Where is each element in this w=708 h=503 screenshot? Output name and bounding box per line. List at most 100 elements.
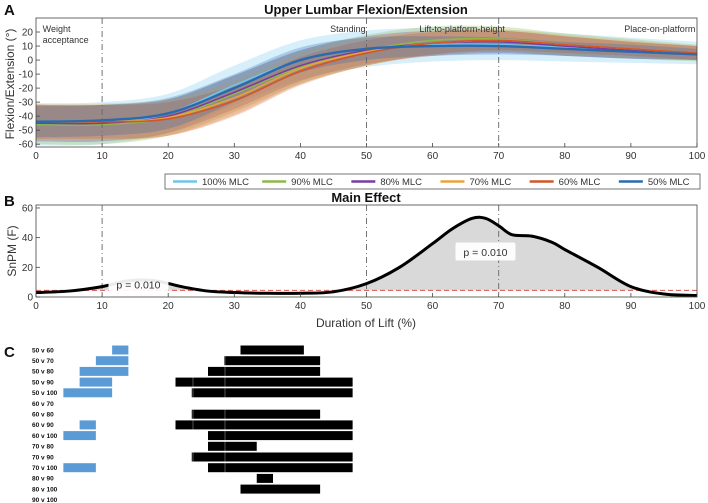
blue-bar <box>63 463 96 473</box>
p-value-label-2: p = 0.010 <box>463 247 507 259</box>
sd-band-4 <box>36 28 697 141</box>
comparison-label: 80 v 100 <box>32 486 58 493</box>
x-tick-label-b-6: 60 <box>427 301 439 312</box>
blue-bar <box>63 431 96 441</box>
y-tick-label-a-3: -30 <box>19 98 34 109</box>
y-tick-label-b-1: 20 <box>22 263 34 274</box>
comparison-label: 70 v 100 <box>32 465 58 472</box>
x-tick-label-b-2: 20 <box>163 301 175 312</box>
phase-label-3: Lift-to-platform-height <box>419 24 505 34</box>
comparison-label: 50 v 90 <box>32 379 54 386</box>
panel-b-plot: p = 0.010 p = 0.010 0 10 20 30 40 50 60 70 80 90 100… <box>22 203 706 312</box>
phase-label-4: Place-on-platform <box>624 24 695 34</box>
legend-entry-2: 90% MLC <box>291 177 333 188</box>
black-bar <box>208 441 257 451</box>
y-tick-label-a-7: 10 <box>22 42 34 53</box>
comparison-label: 50 v 70 <box>32 358 54 365</box>
y-tick-label-a-1: -50 <box>19 126 34 137</box>
black-bar <box>224 356 321 366</box>
blue-bar <box>112 345 129 355</box>
x-tick-label-b-8: 80 <box>559 301 571 312</box>
y-tick-label-a-2: -40 <box>19 112 34 123</box>
comparison-label: 70 v 80 <box>32 444 54 451</box>
x-tick-label-a-7: 70 <box>493 151 505 162</box>
x-tick-label-a-9: 90 <box>625 151 637 162</box>
blue-bar <box>63 388 113 398</box>
p-value-box-1 <box>108 275 169 294</box>
x-tick-label-b-1: 10 <box>97 301 109 312</box>
legend: 100% MLC 90% MLC 80% MLC 70% MLC 60% MLC 50% … <box>164 173 701 190</box>
p-value-label-1: p = 0.010 <box>116 280 160 292</box>
y-tick-label-a-4: -20 <box>19 84 34 95</box>
black-bar <box>191 388 353 398</box>
black-bar <box>240 345 304 355</box>
x-tick-label-a-1: 10 <box>97 151 109 162</box>
x-tick-label-a-10: 100 <box>689 151 706 162</box>
x-tick-label-b-4: 40 <box>295 301 307 312</box>
y-tick-label-b-0: 0 <box>27 293 33 304</box>
panel-a-letter: A <box>4 2 15 19</box>
x-tick-label-b-9: 90 <box>625 301 637 312</box>
black-bar <box>175 377 353 387</box>
black-bar <box>240 484 321 494</box>
blue-bar <box>95 356 129 366</box>
blue-bar <box>79 420 96 430</box>
y-tick-label-a-0: -60 <box>19 140 34 151</box>
y-tick-label-a-5: -10 <box>19 70 34 81</box>
y-tick-label-a-8: 20 <box>22 28 34 39</box>
x-tick-label-b-10: 100 <box>689 301 706 312</box>
comparison-label: 60 v 80 <box>32 412 54 419</box>
black-bar <box>208 431 353 441</box>
y-tick-label-b-3: 60 <box>22 203 34 214</box>
legend-box <box>164 173 701 190</box>
panel-a-title: Upper Lumbar Flexion/Extension <box>264 2 468 17</box>
legend-entry-6: 50% MLC <box>648 177 690 188</box>
black-bar <box>256 473 273 483</box>
comparison-label: 50 v 100 <box>32 390 58 397</box>
black-bar <box>191 452 353 462</box>
panel-b-letter: B <box>4 193 15 210</box>
comparison-label: 60 v 70 <box>32 401 54 408</box>
legend-entry-4: 70% MLC <box>470 177 512 188</box>
legend-entry-3: 80% MLC <box>380 177 422 188</box>
comparison-label: 50 v 80 <box>32 369 54 376</box>
significant-area <box>36 217 697 291</box>
panel-b-title: Main Effect <box>331 190 401 205</box>
x-tick-label-a-6: 60 <box>427 151 439 162</box>
panel-b-xlabel: Duration of Lift (%) <box>316 316 416 330</box>
comparison-label: 70 v 90 <box>32 454 54 461</box>
y-tick-label-b-2: 40 <box>22 233 34 244</box>
legend-entry-1: 100% MLC <box>202 177 249 188</box>
x-tick-label-a-4: 40 <box>295 151 307 162</box>
y-tick-label-a-6: 0 <box>27 56 33 67</box>
comparison-label: 90 v 100 <box>32 497 58 503</box>
black-bar <box>208 366 321 376</box>
x-tick-label-b-3: 30 <box>229 301 241 312</box>
x-tick-label-a-5: 50 <box>361 151 373 162</box>
panel-c-comparisons: 50 v 60 50 v 70 50 v 80 50 v 90 50 v 100 60 v… <box>32 345 580 503</box>
sd-band-3 <box>36 29 697 143</box>
x-tick-label-b-0: 0 <box>33 301 39 312</box>
panel-c-letter: C <box>4 344 15 361</box>
black-bar <box>208 463 353 473</box>
p-value-box-2 <box>455 242 516 261</box>
comparison-label: 80 v 90 <box>32 476 54 483</box>
blue-bar <box>79 366 129 376</box>
panel-a-ylabel: Flexion/Extension (°) <box>3 29 17 140</box>
phase-label-2: Standing <box>330 24 366 34</box>
sd-band-2 <box>36 25 697 145</box>
x-tick-label-a-0: 0 <box>33 151 39 162</box>
phase-label-1: Weight <box>43 24 71 34</box>
comparison-label: 60 v 90 <box>32 422 54 429</box>
black-bar <box>175 420 353 430</box>
legend-entry-5: 60% MLC <box>559 177 601 188</box>
x-tick-label-b-7: 70 <box>493 301 505 312</box>
x-tick-label-b-5: 50 <box>361 301 373 312</box>
x-tick-label-a-8: 80 <box>559 151 571 162</box>
x-tick-label-a-2: 20 <box>163 151 175 162</box>
panel-b-ylabel: SnPM (F) <box>5 225 19 276</box>
black-bar <box>191 409 321 419</box>
comparison-label: 50 v 60 <box>32 347 54 354</box>
